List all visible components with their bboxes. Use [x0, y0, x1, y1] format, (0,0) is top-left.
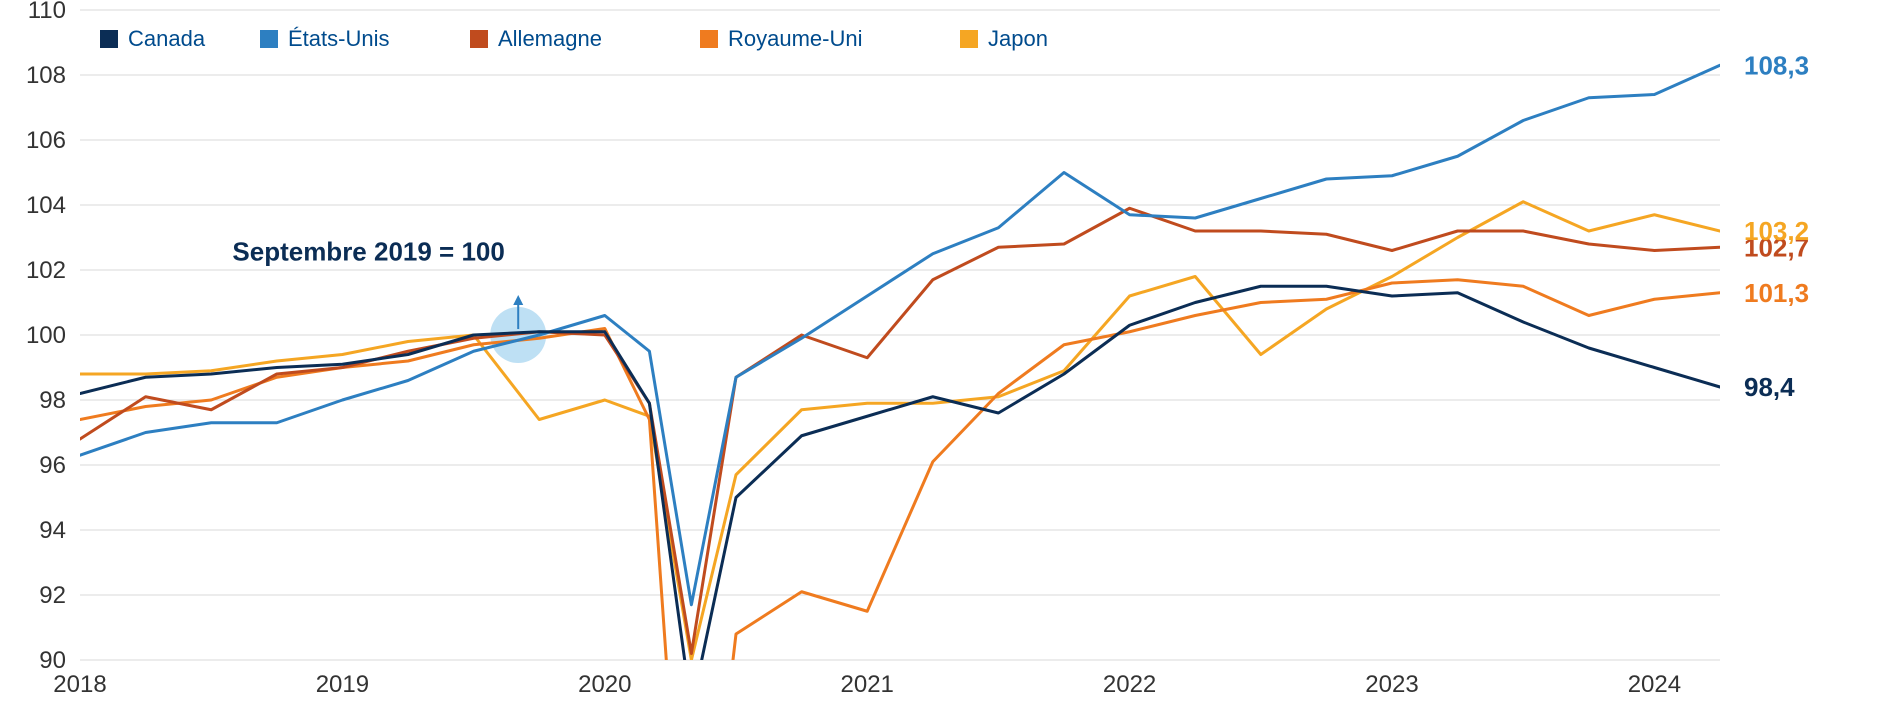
x-axis-tick-label: 2021 [841, 671, 894, 698]
y-axis-tick-label: 98 [39, 387, 66, 414]
y-axis-tick-label: 92 [39, 582, 66, 609]
legend-swatch-japan [960, 30, 978, 48]
x-axis-tick-label: 2020 [578, 671, 631, 698]
annotation-label: Septembre 2019 = 100 [232, 236, 504, 266]
x-axis-tick-label: 2022 [1103, 671, 1156, 698]
y-axis-tick-label: 96 [39, 452, 66, 479]
y-axis-tick-label: 104 [26, 192, 66, 219]
series-line-canada [80, 286, 1720, 701]
legend-swatch-canada [100, 30, 118, 48]
line-chart-container: 90 92 94 96 98 100 102 104 106 108 110 2018 2019 2020… [0, 0, 1881, 701]
x-axis-tick-label: 2023 [1365, 671, 1418, 698]
series-end-label-uk: 101,3 [1744, 278, 1809, 308]
legend-label-japan: Japon [988, 26, 1048, 51]
x-axis-tick-label: 2019 [316, 671, 369, 698]
annotation-arrow-head [513, 295, 523, 305]
y-axis-tick-label: 110 [28, 0, 66, 24]
y-axis-tick-label: 100 [26, 322, 66, 349]
x-axis-tick-label: 2024 [1628, 671, 1681, 698]
y-axis-tick-label: 90 [39, 647, 66, 674]
legend-swatch-uk [700, 30, 718, 48]
legend-label-uk: Royaume-Uni [728, 26, 863, 51]
series-end-label-us: 108,3 [1744, 50, 1809, 80]
legend-swatch-germany [470, 30, 488, 48]
series-end-label-canada: 98,4 [1744, 372, 1795, 402]
y-axis-tick-label: 94 [39, 517, 66, 544]
y-axis-tick-label: 108 [26, 62, 66, 89]
x-axis-tick-label: 2018 [53, 671, 106, 698]
legend-swatch-us [260, 30, 278, 48]
y-axis-tick-label: 102 [26, 257, 66, 284]
legend-label-germany: Allemagne [498, 26, 602, 51]
y-axis-tick-label: 106 [26, 127, 66, 154]
legend-label-us: États-Unis [288, 26, 389, 51]
line-chart: 90 92 94 96 98 100 102 104 106 108 110 2018 2019 2020… [0, 0, 1881, 701]
series-end-label-japan: 103,2 [1744, 216, 1809, 246]
series-group [80, 65, 1720, 701]
series-line-uk [80, 280, 1720, 701]
legend-label-canada: Canada [128, 26, 206, 51]
